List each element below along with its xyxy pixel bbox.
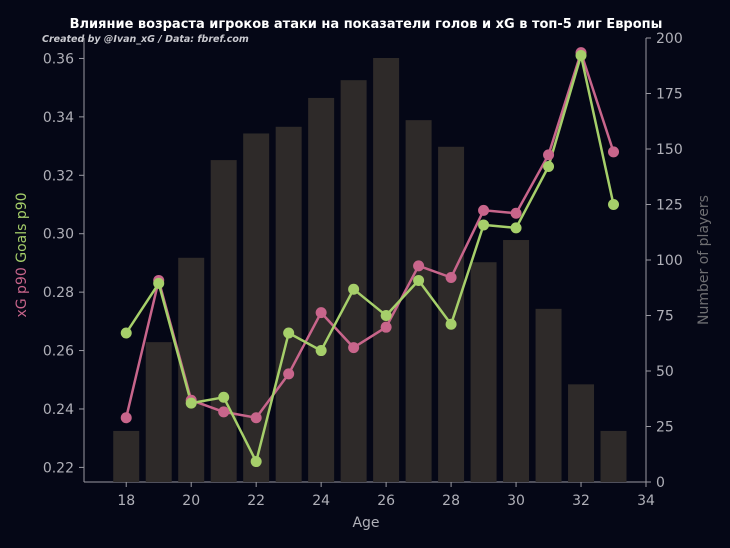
y-right-tick-label: 175 (656, 87, 683, 103)
data-point (413, 274, 425, 286)
x-tick-label: 34 (637, 493, 655, 509)
x-axis-label: Age (352, 515, 379, 531)
bar (535, 308, 562, 482)
axes: 18 20 22 24 26 28 30 32 34 0.22 0.24 0.26 0.28 0.30 0.… (43, 31, 683, 509)
bar (405, 120, 432, 482)
data-point (185, 397, 197, 409)
data-point (348, 283, 360, 295)
y-right-tick-label: 125 (656, 198, 683, 214)
y-axis-label-left: xG p90 Goals p90 (14, 192, 30, 317)
y-left-tick-label: 0.30 (43, 227, 74, 243)
bar (470, 262, 497, 482)
x-tick-label: 28 (442, 493, 460, 509)
y-left-tick-label: 0.34 (43, 110, 74, 126)
data-point (380, 310, 392, 321)
y-right-tick-label: 25 (656, 420, 674, 436)
y-left-tick-label: 0.28 (43, 285, 74, 301)
bar-series (113, 57, 627, 483)
data-point (218, 406, 230, 418)
data-point (608, 146, 620, 158)
y-left-tick-label: 0.26 (43, 344, 74, 360)
series-line (125, 54, 615, 463)
bar (210, 160, 237, 482)
data-point (283, 327, 295, 339)
x-tick-label: 18 (117, 493, 135, 509)
data-point (413, 260, 425, 272)
data-point (510, 222, 522, 234)
y-left-tick-label: 0.22 (43, 460, 74, 476)
y-right-tick-label: 50 (656, 364, 674, 380)
bar (113, 430, 140, 482)
data-point (478, 219, 490, 231)
data-point (218, 391, 230, 403)
data-point (575, 50, 587, 62)
x-tick-label: 32 (572, 493, 590, 509)
data-point (510, 207, 522, 219)
data-point (283, 368, 295, 380)
data-point (250, 412, 262, 424)
bar (373, 57, 400, 482)
series-line (124, 51, 615, 419)
bar (600, 430, 627, 482)
y-axis-label-part: Goals p90 (14, 192, 30, 267)
y-axis-label-right: Number of players (696, 195, 712, 325)
data-point (608, 199, 620, 210)
y-right-tick-label: 200 (656, 31, 683, 47)
chart-title: Влияние возраста игроков атаки на показа… (70, 17, 663, 32)
y-right-tick-label: 150 (656, 142, 683, 158)
data-point (348, 342, 360, 354)
data-point (445, 272, 457, 284)
y-axis-label-part: xG p90 (14, 267, 30, 317)
y-left-tick-label: 0.36 (43, 51, 74, 67)
data-point (250, 456, 262, 468)
data-point (478, 204, 490, 216)
chart-subtitle: Created by @Ivan_xG / Data: fbref.com (42, 34, 249, 45)
bar (308, 97, 335, 482)
x-tick-label: 30 (507, 493, 525, 509)
bar (438, 146, 465, 482)
x-tick-label: 20 (182, 493, 200, 509)
data-point (543, 149, 555, 161)
bar (145, 342, 172, 482)
data-point (153, 277, 165, 289)
line-series (120, 47, 620, 468)
data-point (120, 412, 132, 424)
data-point (445, 318, 457, 330)
bar (568, 384, 595, 482)
data-point (120, 327, 132, 339)
y-right-tick-label: 100 (656, 253, 683, 269)
x-tick-label: 26 (377, 493, 395, 509)
y-left-tick-label: 0.32 (43, 168, 74, 184)
data-point (315, 307, 327, 319)
x-tick-label: 22 (247, 493, 265, 509)
y-left-tick-label: 0.24 (43, 402, 74, 418)
y-right-tick-label: 75 (656, 309, 674, 325)
data-point (380, 321, 392, 333)
bar (340, 80, 367, 483)
x-tick-label: 24 (312, 493, 330, 509)
data-point (543, 161, 555, 173)
bar (275, 126, 302, 483)
bar (503, 240, 530, 482)
y-right-tick-label: 0 (656, 475, 665, 491)
data-point (315, 345, 327, 357)
